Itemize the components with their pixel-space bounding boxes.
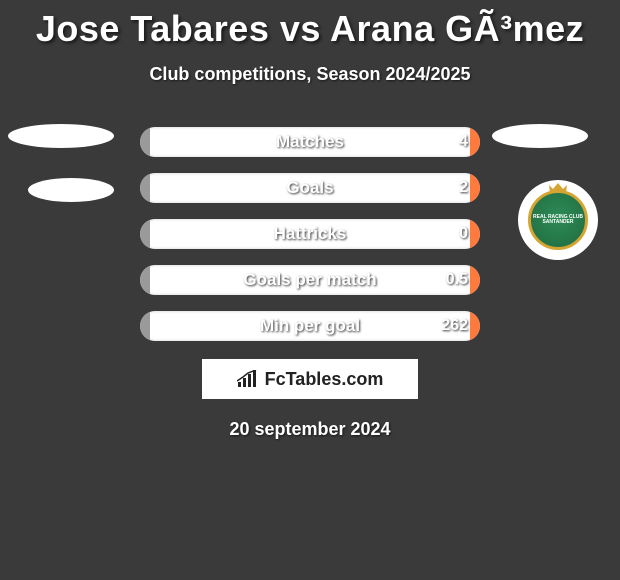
club-badge: REAL RACING CLUB SANTANDER xyxy=(518,180,598,260)
date: 20 september 2024 xyxy=(0,419,620,440)
club-badge-text: REAL RACING CLUB SANTANDER xyxy=(533,215,583,225)
stat-label: Goals xyxy=(140,173,480,203)
watermark: FcTables.com xyxy=(202,359,418,399)
stat-bar: Matches4 xyxy=(140,127,480,157)
club-text-bottom: SANTANDER xyxy=(542,219,573,225)
decor-ellipse-left-1 xyxy=(8,124,114,148)
decor-ellipse-left-2 xyxy=(28,178,114,202)
stat-value-right: 2 xyxy=(459,173,468,203)
page-title: Jose Tabares vs Arana GÃ³mez xyxy=(0,0,620,50)
stat-value-right: 262 xyxy=(441,311,468,341)
stats-container: Matches4Goals2Hattricks0Goals per match0… xyxy=(140,127,480,341)
stat-label: Matches xyxy=(140,127,480,157)
stat-label: Min per goal xyxy=(140,311,480,341)
club-badge-inner: REAL RACING CLUB SANTANDER xyxy=(528,190,588,250)
stat-bar: Min per goal262 xyxy=(140,311,480,341)
stat-value-right: 0 xyxy=(459,219,468,249)
watermark-text: FcTables.com xyxy=(265,369,384,390)
stat-label: Hattricks xyxy=(140,219,480,249)
stat-value-right: 4 xyxy=(459,127,468,157)
chart-icon xyxy=(237,370,259,388)
crown-icon xyxy=(548,181,568,193)
stat-bar: Goals2 xyxy=(140,173,480,203)
subtitle: Club competitions, Season 2024/2025 xyxy=(0,64,620,85)
decor-ellipse-right-1 xyxy=(492,124,588,148)
stat-bar: Hattricks0 xyxy=(140,219,480,249)
stat-bar: Goals per match0.5 xyxy=(140,265,480,295)
stat-label: Goals per match xyxy=(140,265,480,295)
stat-value-right: 0.5 xyxy=(446,265,468,295)
